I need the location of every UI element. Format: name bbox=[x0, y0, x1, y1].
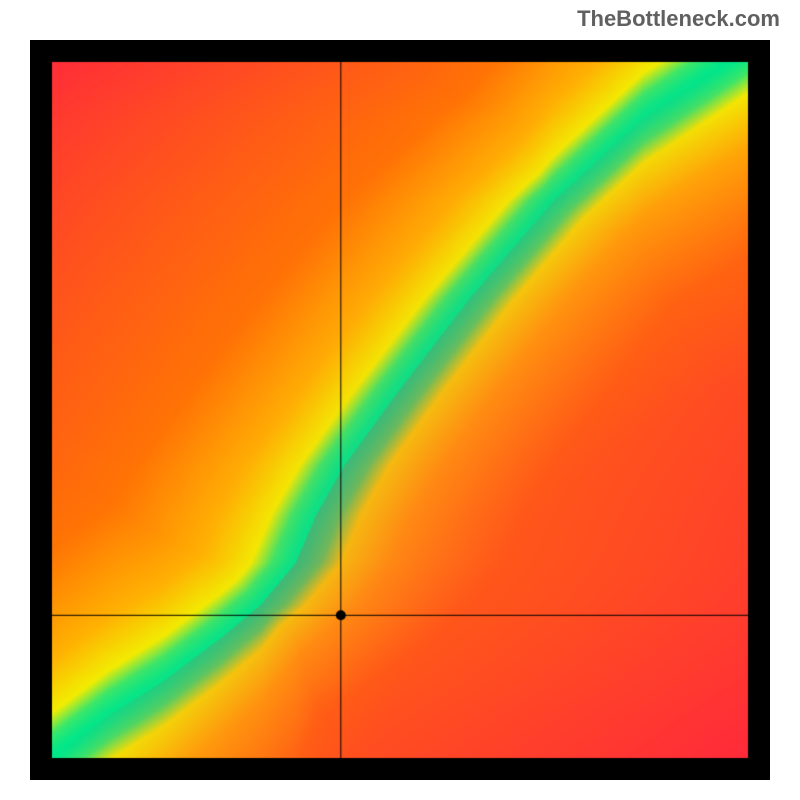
heatmap-plot bbox=[30, 40, 770, 780]
heatmap-canvas bbox=[30, 40, 770, 780]
watermark-text: TheBottleneck.com bbox=[577, 6, 780, 32]
